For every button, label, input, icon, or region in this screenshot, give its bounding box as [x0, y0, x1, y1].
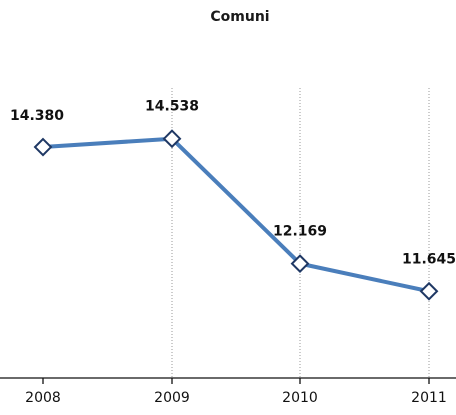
marker-2008 [33, 137, 53, 157]
x-axis [0, 377, 456, 384]
marker-2011 [419, 281, 439, 301]
series-line-group [42, 136, 430, 294]
marker-2009 [162, 129, 182, 149]
data-labels: 14.380 14.538 12.169 11.645 [10, 99, 456, 268]
series-line [42, 136, 430, 294]
data-label-2011: 11.645 [402, 251, 456, 267]
data-label-2009: 14.538 [145, 99, 199, 115]
x-tick-label-2010: 2010 [282, 390, 318, 406]
tick-labels: 2008 2009 2010 2011 [25, 390, 447, 406]
data-label-2010: 12.169 [273, 224, 327, 240]
x-tick-label-2011: 2011 [411, 390, 447, 406]
data-label-2008: 14.380 [10, 108, 64, 124]
chart-title: Comuni [210, 9, 270, 25]
x-tick-label-2008: 2008 [25, 390, 61, 406]
data-markers [33, 129, 439, 301]
x-tick-label-2009: 2009 [154, 390, 190, 406]
marker-2010 [290, 254, 310, 274]
